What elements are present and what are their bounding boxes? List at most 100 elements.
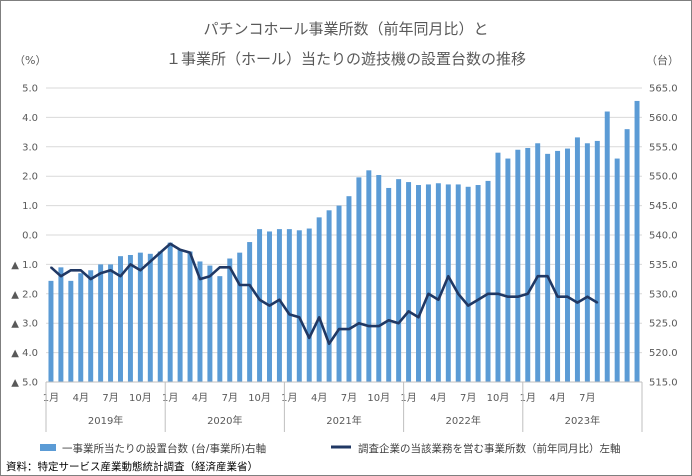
line-path [50,242,598,346]
bar [416,185,421,382]
line-point [348,328,350,330]
bar [435,183,441,382]
source-note: 資料：特定サービス産業動態統計調査（経済産業省） [6,460,258,473]
legend-bar-label: 一事業所当たりの設置台数 (台/事業所)右軸 [62,442,266,455]
bar-series [48,100,640,383]
left-tick-label: ▲ 1.0 [11,260,38,271]
month-tick-label: 4月 [430,392,446,404]
bar [227,258,233,382]
bar [276,229,282,382]
line-point [109,269,112,272]
bar [475,185,481,382]
left-axis-unit: （%） [14,54,46,67]
bar [118,256,123,382]
bar [455,184,461,382]
bar [306,228,312,382]
line-point [209,275,211,278]
line-point [477,298,479,301]
bar [634,100,640,382]
line-point [447,275,450,278]
line-point [69,269,72,272]
line-point [516,295,519,298]
month-tick-label: 10月 [487,392,510,404]
month-tick-label: 4月 [192,392,208,404]
chart-title-line2: １事業所（ホール）当たりの遊技機の設置台数の推移 [166,50,526,68]
bar [485,180,491,382]
left-tick-label: 1.0 [22,201,38,212]
left-tick-label: 0.0 [22,231,38,242]
right-tick-label: 540.0 [649,231,678,242]
bar [604,111,610,383]
bar [197,261,203,382]
year-label: 2021年 [326,414,361,427]
line-point [169,242,172,245]
right-tick-label: 550.0 [649,172,678,183]
gridlines [46,87,642,383]
month-tick-label: 10月 [248,392,271,404]
line-point [576,301,579,304]
bar [247,242,253,382]
line-point [60,275,62,278]
right-tick-label: 545.0 [649,201,678,212]
bar [465,186,471,382]
line-point [129,263,132,266]
line-point [218,266,221,269]
line-point [377,325,380,328]
month-tick-label: 4月 [549,392,565,404]
bar [237,252,243,382]
bar [376,175,382,382]
line-point [536,275,539,278]
line-point [99,272,102,275]
bar [565,148,570,382]
bar [58,267,64,382]
line-point [288,313,291,316]
line-point [318,316,321,319]
line-point [387,319,390,322]
line-point [268,304,271,307]
line-point [159,251,162,254]
month-tick-label: 1月 [400,392,416,404]
line-point [358,322,360,325]
bar [366,170,372,382]
legend-line-label: 調査企業の当該業務を営む事業所数（前年同月比）左軸 [358,442,621,455]
axes: ▲ 5.0 515.0 ▲ 4.0 520.0 ▲ 3.0 525.0 ▲ 2.0 530.0… [11,84,678,432]
bar [207,265,213,382]
month-tick-label: 7月 [341,392,357,404]
bar [614,158,620,382]
chart-title-line1: パチンコホール事業所数（前年同月比）と [203,20,488,38]
line-point [467,304,470,307]
bar [108,264,114,382]
legend: 一事業所当たりの設置台数 (台/事業所)右軸 調査企業の当該業務を営む事業所数（… [40,442,621,455]
line-point [298,316,301,319]
bar [346,196,352,382]
right-tick-label: 565.0 [649,84,678,95]
year-label: 2023年 [565,414,600,427]
bar [525,147,531,382]
line-point [417,316,420,319]
line-point [258,298,261,301]
right-tick-label: 560.0 [649,113,678,124]
bar [336,205,342,382]
bar [396,179,402,382]
right-tick-label: 555.0 [649,142,678,153]
line-point [546,275,549,278]
right-tick-label: 520.0 [649,348,678,359]
left-tick-label: 4.0 [22,113,38,124]
left-tick-label: ▲ 3.0 [11,319,38,330]
line-point [338,328,340,330]
bar [127,254,133,382]
bar [167,242,173,382]
bar [286,229,292,382]
bar [78,273,84,382]
month-tick-label: 1月 [43,392,59,404]
line-point [308,337,311,339]
right-tick-label: 535.0 [649,260,678,271]
month-tick-label: 1月 [281,392,297,404]
bar [386,187,392,382]
month-tick-label: 1月 [520,392,536,404]
line-point [179,248,182,251]
line-point [79,269,82,272]
right-tick-label: 525.0 [649,319,678,330]
bar [48,280,54,382]
